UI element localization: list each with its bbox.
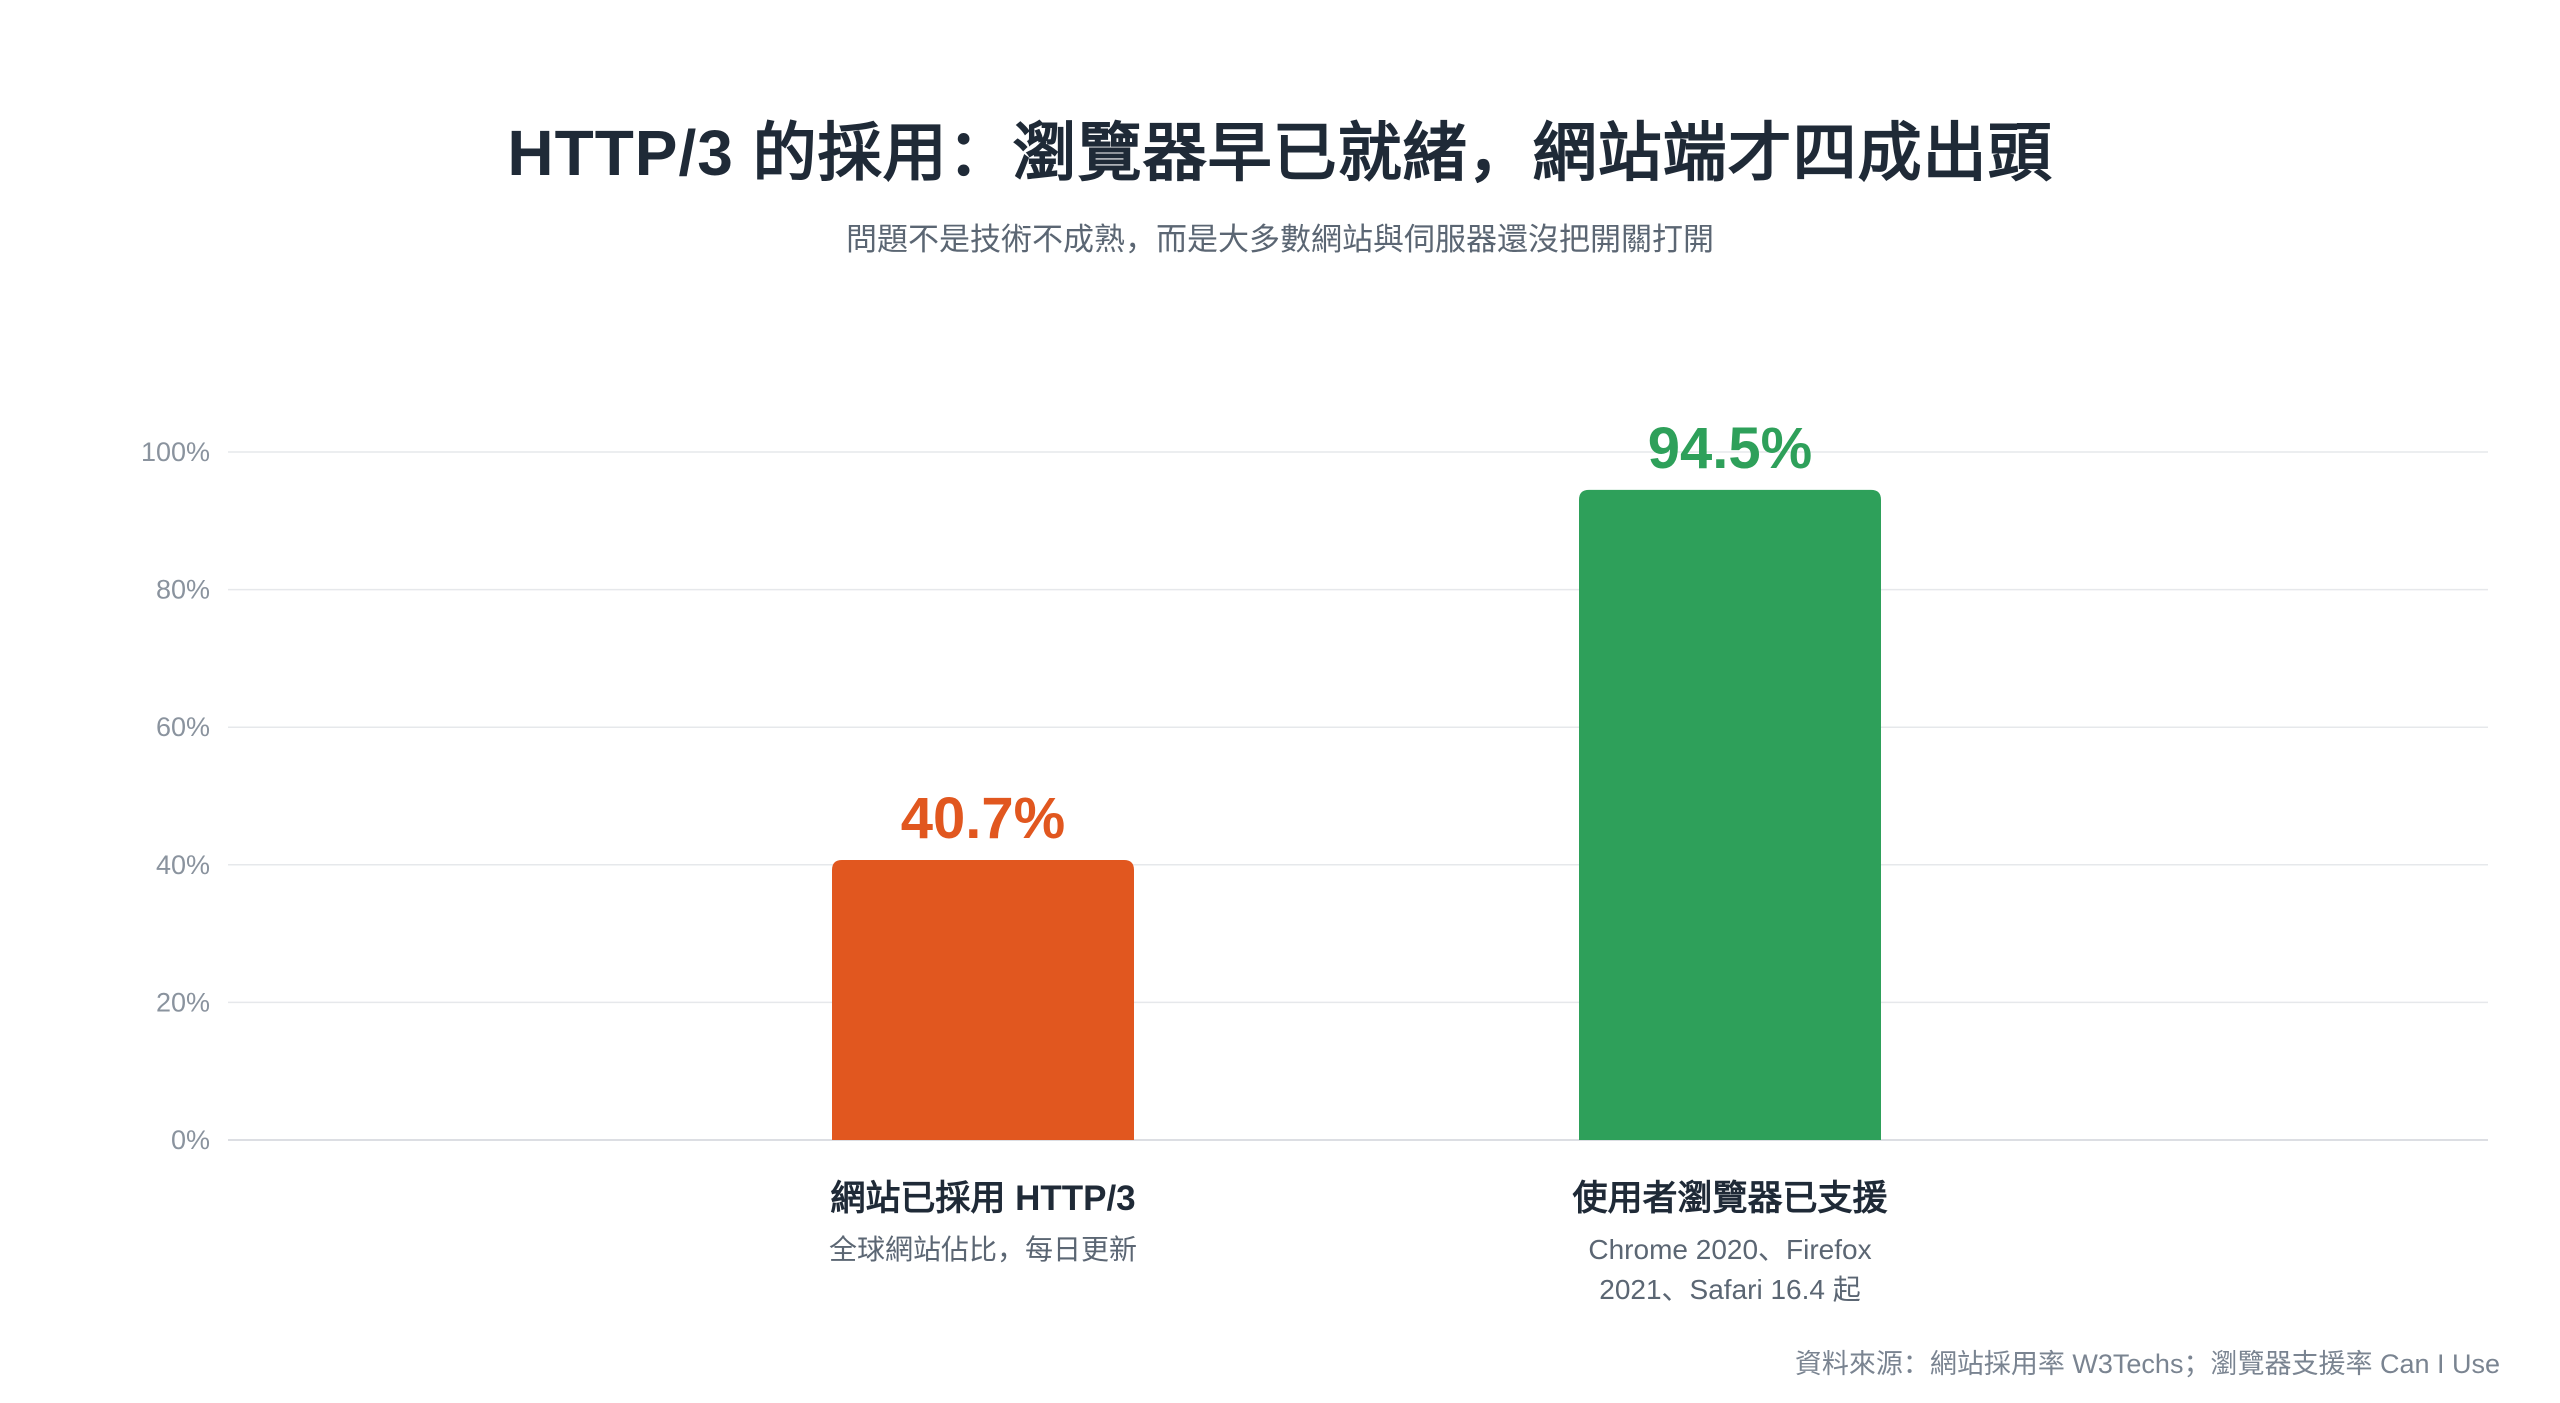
bar xyxy=(1579,489,1881,1141)
x-tick-label: 使用者瀏覽器已支援 xyxy=(1572,1179,1888,1218)
y-tick-label: 40% xyxy=(156,850,210,880)
y-tick-label: 60% xyxy=(156,712,210,742)
y-tick-label: 80% xyxy=(156,575,210,605)
chart-subtitle: 問題不是技術不成熟，而是大多數網站與伺服器還沒把開關打開 xyxy=(846,222,1714,257)
source-note: 資料來源：網站採用率 W3Techs；瀏覽器支援率 Can I Use xyxy=(1794,1349,2500,1379)
data-label: 40.7% xyxy=(901,786,1065,851)
y-tick-label: 100% xyxy=(141,437,210,467)
data-label: 94.5% xyxy=(1648,416,1812,481)
y-tick-label: 20% xyxy=(156,987,210,1017)
category-description: Chrome 2020、Firefox xyxy=(1588,1234,1871,1265)
y-tick-label: 0% xyxy=(171,1125,210,1155)
category-description: 2021、Safari 16.4 起 xyxy=(1599,1274,1861,1305)
chart-title: HTTP/3 的採用：瀏覽器早已就緒，網站端才四成出頭 xyxy=(507,117,2053,189)
x-tick-label: 網站已採用 HTTP/3 xyxy=(830,1179,1135,1218)
category-description: 全球網站佔比，每日更新 xyxy=(829,1234,1137,1265)
bar xyxy=(832,859,1134,1140)
